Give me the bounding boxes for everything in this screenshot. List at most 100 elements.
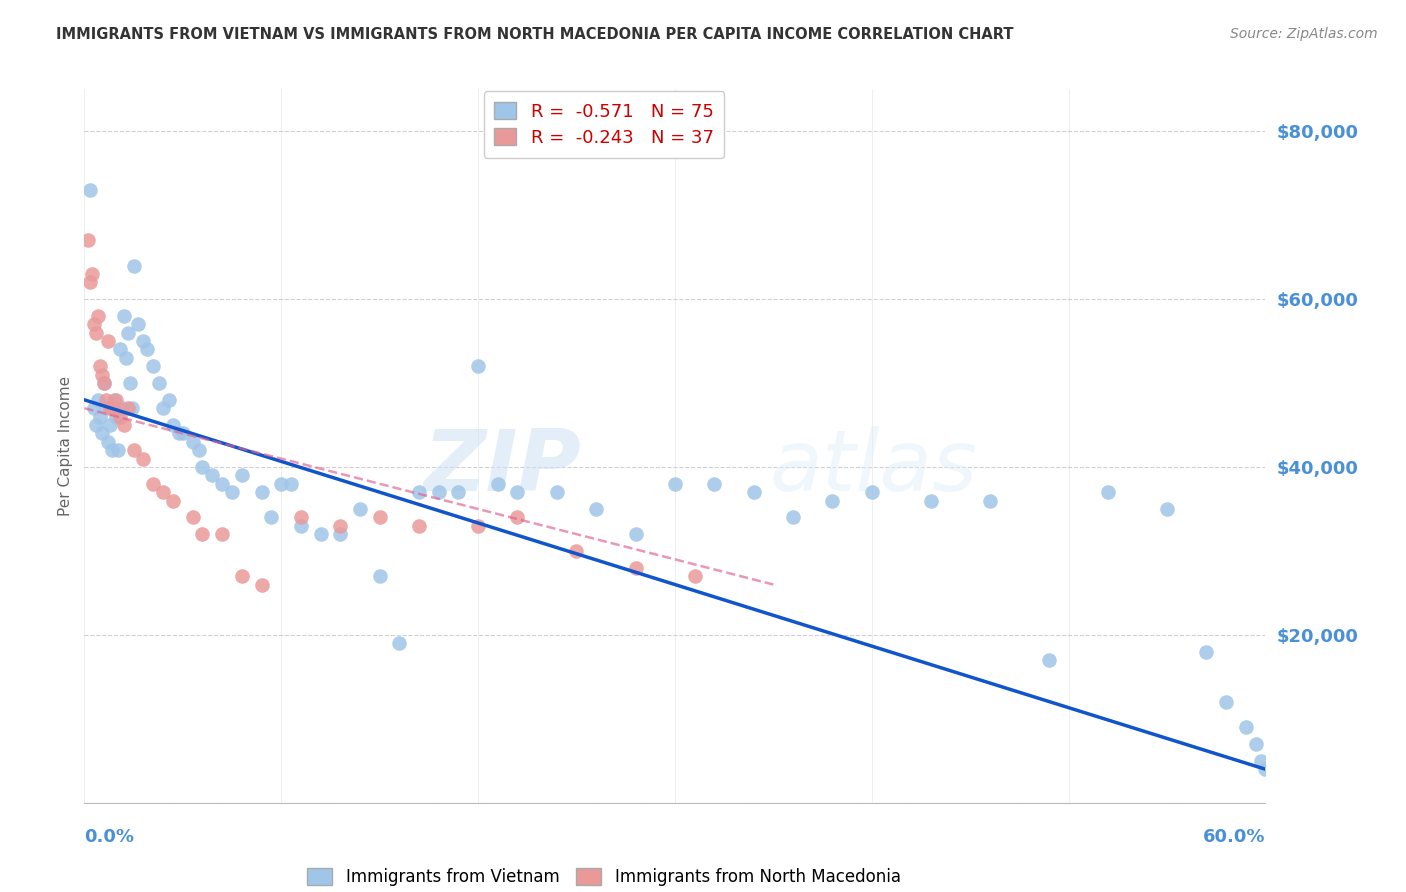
- Point: [79, 275, 101, 289]
- Text: atlas: atlas: [769, 425, 977, 509]
- Point: [624, 560, 647, 574]
- Point: [270, 476, 292, 491]
- Point: [290, 510, 312, 524]
- Point: [152, 485, 174, 500]
- Point: [104, 392, 127, 407]
- Point: [89, 359, 111, 374]
- Point: [108, 409, 131, 424]
- Point: [94, 392, 117, 407]
- Point: [447, 485, 470, 500]
- Point: [112, 417, 135, 432]
- Point: [83, 318, 105, 332]
- Point: [201, 468, 224, 483]
- Point: [132, 451, 155, 466]
- Point: [624, 527, 647, 541]
- Point: [250, 577, 273, 591]
- Point: [87, 309, 110, 323]
- Point: [211, 527, 233, 541]
- Point: [703, 476, 725, 491]
- Point: [427, 485, 450, 500]
- Point: [107, 443, 129, 458]
- Point: [250, 485, 273, 500]
- Point: [821, 493, 844, 508]
- Point: [181, 510, 204, 524]
- Point: [329, 518, 352, 533]
- Point: [260, 510, 283, 524]
- Point: [221, 485, 243, 500]
- Y-axis label: Per Capita Income: Per Capita Income: [58, 376, 73, 516]
- Point: [1215, 695, 1237, 709]
- Point: [97, 434, 120, 449]
- Point: [162, 493, 184, 508]
- Point: [157, 392, 180, 407]
- Point: [742, 485, 765, 500]
- Legend: Immigrants from Vietnam, Immigrants from North Macedonia: Immigrants from Vietnam, Immigrants from…: [301, 861, 907, 892]
- Point: [782, 510, 804, 524]
- Point: [91, 426, 114, 441]
- Point: [167, 426, 190, 441]
- Point: [181, 434, 204, 449]
- Point: [290, 518, 312, 533]
- Point: [388, 636, 411, 650]
- Point: [860, 485, 883, 500]
- Point: [101, 401, 124, 416]
- Point: [87, 392, 110, 407]
- Point: [546, 485, 568, 500]
- Point: [349, 502, 371, 516]
- Point: [121, 401, 143, 416]
- Point: [408, 485, 430, 500]
- Point: [132, 334, 155, 348]
- Point: [101, 443, 124, 458]
- Point: [172, 426, 194, 441]
- Point: [142, 359, 165, 374]
- Point: [408, 518, 430, 533]
- Point: [211, 476, 233, 491]
- Point: [117, 326, 139, 340]
- Point: [98, 417, 121, 432]
- Point: [565, 544, 588, 558]
- Point: [664, 476, 686, 491]
- Point: [162, 417, 184, 432]
- Point: [683, 569, 706, 583]
- Point: [486, 476, 509, 491]
- Point: [368, 510, 391, 524]
- Point: [467, 359, 489, 374]
- Point: [467, 518, 489, 533]
- Point: [1038, 653, 1060, 667]
- Point: [187, 443, 209, 458]
- Point: [122, 443, 145, 458]
- Point: [1156, 502, 1178, 516]
- Text: IMMIGRANTS FROM VIETNAM VS IMMIGRANTS FROM NORTH MACEDONIA PER CAPITA INCOME COR: IMMIGRANTS FROM VIETNAM VS IMMIGRANTS FR…: [56, 27, 1014, 42]
- Point: [103, 401, 125, 416]
- Point: [280, 476, 302, 491]
- Point: [920, 493, 942, 508]
- Point: [97, 334, 120, 348]
- Point: [91, 368, 114, 382]
- Point: [94, 401, 117, 416]
- Point: [191, 527, 214, 541]
- Point: [84, 326, 107, 340]
- Point: [98, 401, 121, 416]
- Point: [142, 476, 165, 491]
- Point: [112, 309, 135, 323]
- Point: [83, 401, 105, 416]
- Point: [122, 259, 145, 273]
- Point: [84, 417, 107, 432]
- Point: [231, 569, 253, 583]
- Point: [329, 527, 352, 541]
- Point: [136, 343, 159, 357]
- Point: [108, 343, 131, 357]
- Point: [89, 409, 111, 424]
- Point: [77, 233, 100, 247]
- Text: 0.0%: 0.0%: [84, 828, 135, 846]
- Point: [191, 460, 214, 475]
- Point: [506, 485, 529, 500]
- Point: [506, 510, 529, 524]
- Point: [93, 376, 115, 390]
- Point: [585, 502, 607, 516]
- Point: [152, 401, 174, 416]
- Point: [118, 376, 141, 390]
- Point: [82, 267, 104, 281]
- Point: [1254, 762, 1277, 776]
- Text: 60.0%: 60.0%: [1204, 828, 1265, 846]
